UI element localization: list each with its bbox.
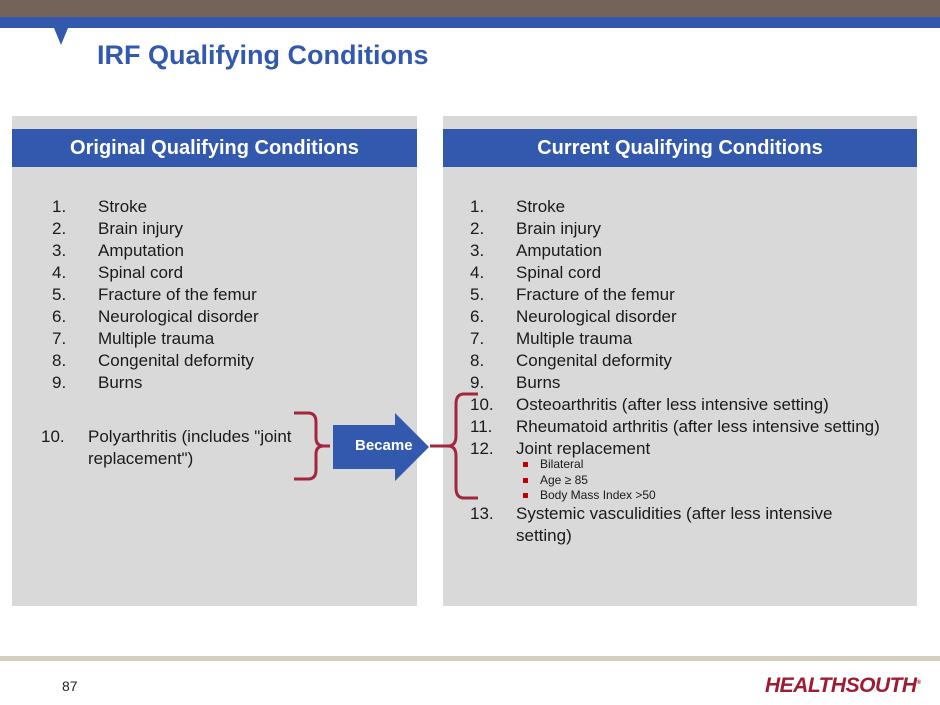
list-item: 10. Osteoarthritis (after less intensive … (443, 394, 913, 416)
became-arrow: Became (333, 413, 429, 481)
list-item: 6. Neurological disorder (443, 306, 913, 328)
item-text: Burns (98, 373, 143, 392)
item-number: 4. (52, 263, 67, 282)
sub-item-text: Body Mass Index >50 (540, 488, 656, 502)
footer-divider (0, 656, 940, 661)
item-text: Congenital deformity (516, 351, 672, 370)
top-bar (0, 0, 940, 17)
bullet-icon (523, 493, 528, 498)
list-item: 4. Spinal cord (443, 262, 913, 284)
list-item: 10. Polyarthritis (includes "joint repla… (12, 426, 412, 470)
item-text: Stroke (516, 197, 566, 216)
list-item: 7. Multiple trauma (12, 328, 482, 350)
item-number: 3. (52, 241, 67, 260)
item-text: Brain injury (516, 219, 602, 238)
item-text: Polyarthritis (includes "joint (88, 427, 292, 446)
triangle-marker-icon (54, 28, 68, 45)
item-number: 8. (52, 351, 67, 370)
became-label: Became (355, 437, 413, 454)
item-text: Multiple trauma (516, 329, 633, 348)
item-number: 10. (470, 395, 494, 414)
healthsouth-logo: HEALTHSOUTH® (765, 674, 921, 697)
bullet-icon (523, 477, 528, 483)
item-text: replacement") (88, 449, 194, 468)
list-item: 3. Amputation (443, 240, 913, 262)
item-number: 7. (470, 329, 485, 348)
item-text: Rheumatoid arthritis (after less intensi… (516, 417, 880, 436)
list-item: 8. Congenital deformity (443, 350, 913, 372)
list-item: 13. Systemic vasculidities (after less i… (443, 503, 913, 547)
list-item: 5. Fracture of the femur (12, 284, 482, 306)
sub-item: Bilateral (523, 457, 584, 473)
item-number: 9. (470, 373, 485, 392)
item-number: 5. (470, 285, 485, 304)
item-text: setting) (516, 526, 572, 545)
item-text: Neurological disorder (98, 307, 259, 326)
list-item: 5. Fracture of the femur (443, 284, 913, 306)
item-number: 2. (52, 219, 67, 238)
list-item: 11. Rheumatoid arthritis (after less inte… (443, 416, 913, 438)
item-text: Burns (516, 373, 561, 392)
list-item: 1. Stroke (12, 196, 482, 218)
blue-bar (0, 17, 940, 28)
list-item: 3. Amputation (12, 240, 482, 262)
item-number: 3. (470, 241, 485, 260)
list-item: 1. Stroke (443, 196, 913, 218)
sub-item-text: Age ≥ 85 (540, 472, 588, 487)
original-panel: Original Qualifying Conditions 1. Stroke 2… (12, 116, 417, 606)
item-number: 9. (52, 373, 67, 392)
list-item: 9. Burns (12, 372, 482, 394)
right-bracket-icon (430, 392, 478, 500)
page-title: IRF Qualifying Conditions (97, 40, 429, 70)
list-item: 7. Multiple trauma (443, 328, 913, 350)
sub-item: Body Mass Index >50 (523, 488, 656, 504)
item-text: Neurological disorder (516, 307, 677, 326)
page-number: 87 (62, 678, 78, 694)
item-text: Osteoarthritis (after less intensive set… (516, 395, 829, 414)
list-item: 9. Burns (443, 372, 913, 394)
item-number: 6. (52, 307, 67, 326)
current-header: Current Qualifying Conditions (443, 129, 917, 167)
item-text: Amputation (98, 241, 184, 260)
list-item: 4. Spinal cord (12, 262, 482, 284)
list-item: 12. Joint replacement (443, 438, 913, 460)
list-item: 2. Brain injury (12, 218, 482, 240)
item-text: Amputation (516, 241, 602, 260)
item-number: 13. (470, 504, 494, 523)
item-text: Fracture of the femur (98, 285, 257, 304)
item-text: Spinal cord (516, 263, 602, 282)
bullet-icon (523, 462, 528, 467)
list-item: 2. Brain injury (443, 218, 913, 240)
item-text: Stroke (98, 197, 148, 216)
list-item: 8. Congenital deformity (12, 350, 482, 372)
item-text: Congenital deformity (98, 351, 254, 370)
item-number: 7. (52, 329, 67, 348)
left-bracket-icon (294, 411, 330, 481)
item-number: 1. (52, 197, 67, 216)
item-number: 10. (41, 427, 65, 446)
item-number: 2. (470, 219, 485, 238)
item-number: 5. (52, 285, 67, 304)
original-header: Original Qualifying Conditions (12, 129, 417, 167)
current-panel: Current Qualifying Conditions 1. Stroke 2.… (443, 116, 917, 606)
sub-item: Age ≥ 85 (523, 472, 588, 489)
item-number: 12. (470, 439, 494, 458)
item-text: Brain injury (98, 219, 184, 238)
item-text: Systemic vasculidities (after less inten… (516, 504, 833, 523)
item-text: Fracture of the femur (516, 285, 675, 304)
item-text: Multiple trauma (98, 329, 215, 348)
item-number: 11. (470, 417, 493, 436)
item-number: 1. (470, 197, 485, 216)
list-item: 6. Neurological disorder (12, 306, 482, 328)
item-text: Spinal cord (98, 263, 184, 282)
sub-item-text: Bilateral (540, 457, 584, 471)
item-number: 4. (470, 263, 485, 282)
item-number: 6. (470, 307, 485, 326)
item-text: Joint replacement (516, 439, 651, 458)
item-number: 8. (470, 351, 485, 370)
